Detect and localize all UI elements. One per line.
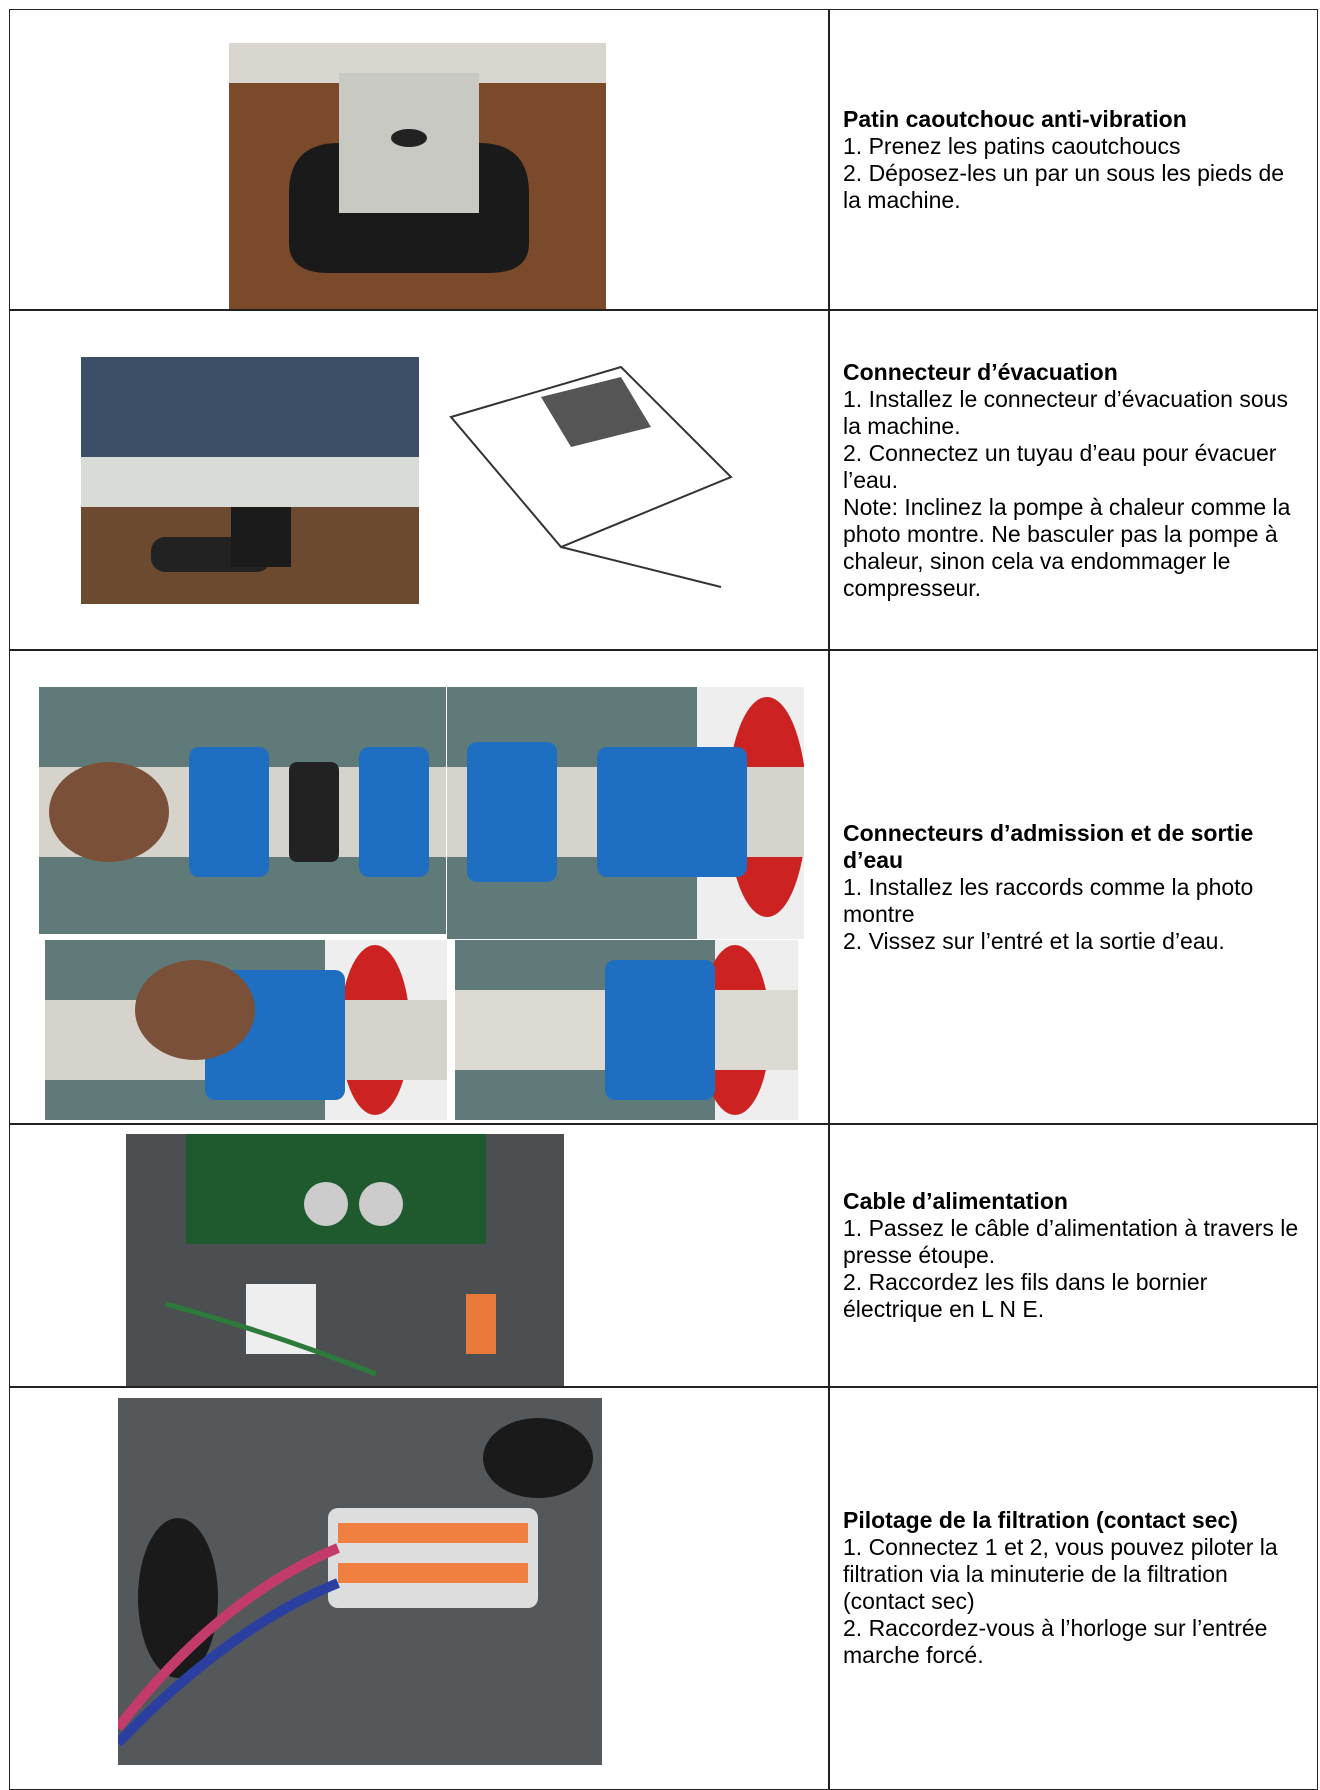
text-cell: Connecteur d’évacuation 1. Installez le c…: [828, 309, 1318, 651]
photo: [118, 1398, 602, 1765]
instruction: 1. Prenez les patins caoutchoucs: [843, 133, 1181, 159]
sketch: [421, 357, 755, 604]
photo: [126, 1134, 564, 1386]
instruction: 2. Connectez un tuyau d’eau pour évacuer…: [843, 439, 1277, 493]
section-title: Connecteur d’évacuation: [843, 358, 1118, 385]
image-cell: [9, 9, 830, 311]
photo: [45, 940, 447, 1120]
instruction: 2. Raccordez-vous à l’horloge sur l’entr…: [843, 1615, 1268, 1668]
section-title: Connecteurs d’admission et de sortie d’e…: [843, 819, 1254, 873]
section-title: Patin caoutchouc anti-vibration: [843, 106, 1187, 132]
section-title: Cable d’alimentation: [843, 1188, 1068, 1214]
instruction: 1. Passez le câble d’alimentation à trav…: [843, 1215, 1299, 1268]
text-cell: Cable d’alimentation 1. Passez le câble d…: [828, 1123, 1318, 1388]
instruction: 2. Vissez sur l’entré et la sortie d’eau…: [843, 927, 1225, 954]
instruction: 2. Déposez-les un par un sous les pieds …: [843, 160, 1285, 213]
text-cell: Pilotage de la filtration (contact sec) 1…: [828, 1386, 1318, 1790]
image-cell: [9, 309, 830, 651]
image-cell: [9, 649, 830, 1125]
text-cell: Patin caoutchouc anti-vibration 1. Prenez…: [828, 9, 1318, 311]
image-cell: [9, 1123, 830, 1388]
instruction: 1. Connectez 1 et 2, vous pouvez piloter…: [843, 1534, 1278, 1614]
photo: [229, 43, 606, 309]
instruction: 2. Raccordez les fils dans le bornier él…: [843, 1269, 1208, 1322]
photo: [39, 687, 446, 934]
photo: [455, 940, 798, 1120]
photo: [447, 687, 804, 939]
photo: [81, 357, 419, 604]
section-title: Pilotage de la filtration (contact sec): [843, 1507, 1238, 1533]
instruction: 1. Installez les raccords comme la photo…: [843, 873, 1254, 927]
instruction: 1. Installez le connecteur d’évacuation …: [843, 385, 1288, 439]
text-cell: Connecteurs d’admission et de sortie d’e…: [828, 649, 1318, 1125]
instruction: Note: Inclinez la pompe à chaleur comme …: [843, 493, 1291, 601]
